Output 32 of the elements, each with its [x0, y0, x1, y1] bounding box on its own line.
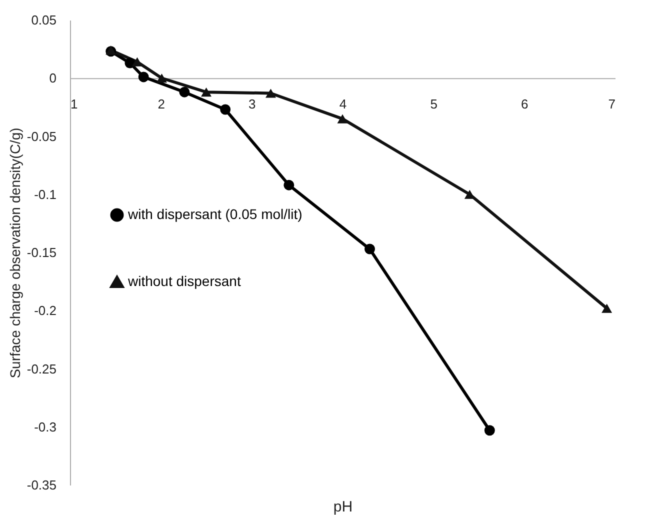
y-tick-label: -0.25	[26, 361, 56, 376]
point	[156, 74, 167, 83]
y-tick-label: -0.1	[34, 186, 56, 202]
point	[364, 244, 375, 254]
point	[266, 88, 276, 98]
y-axis-title: Surface charge observation density(C/g)	[6, 128, 23, 378]
y-tick-label: -0.2	[34, 303, 56, 318]
x-tick-label: 6	[521, 96, 528, 112]
legend-label: without dispersant	[127, 273, 241, 289]
point	[138, 72, 149, 82]
point	[201, 88, 212, 97]
x-tick-label: 5	[430, 96, 438, 112]
point	[220, 104, 231, 115]
y-tick-label: -0.15	[26, 245, 56, 260]
y-tick-label: -0.35	[26, 478, 56, 492]
x-tick-label: 3	[248, 96, 256, 112]
y-tick-label: -0.3	[34, 419, 56, 434]
point	[132, 57, 142, 66]
legend-label: with dispersant (0.05 mol/lit)	[127, 206, 302, 222]
point	[337, 114, 348, 124]
y-tick-label: -0.05	[26, 128, 56, 144]
y-tick-label: 0.05	[31, 12, 56, 28]
point	[484, 425, 495, 436]
y-tick-label: 0	[49, 70, 56, 86]
x-axis-title: pH	[333, 498, 353, 515]
point	[179, 86, 190, 98]
point	[602, 304, 612, 313]
x-tick-label: 2	[158, 96, 165, 112]
point	[284, 180, 294, 190]
x-tick-label: 4	[339, 96, 347, 112]
x-tick-label: 1	[70, 96, 78, 112]
x-tick-label: 7	[608, 96, 616, 112]
